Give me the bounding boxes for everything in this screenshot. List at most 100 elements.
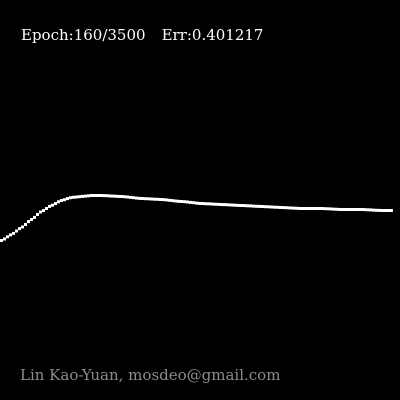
curve-point (237, 203, 240, 207)
curve-point (195, 201, 198, 205)
curve-point (54, 202, 57, 206)
curve-point (318, 207, 321, 210)
epoch-counter: Epoch:160/3500 (21, 26, 146, 44)
curve-point (390, 209, 393, 212)
curve-point (339, 208, 342, 211)
curve-point (36, 213, 39, 216)
curve-point (288, 206, 291, 210)
curve-point (249, 204, 252, 208)
curve-point (363, 208, 366, 212)
curve-point (273, 205, 276, 209)
curve-point (42, 209, 45, 213)
curve-point (201, 202, 204, 205)
curve-point (240, 204, 243, 207)
curve-point (279, 206, 282, 209)
curve-point (204, 202, 207, 206)
curve-point (150, 197, 153, 201)
curve-point (174, 199, 177, 203)
curve-point (126, 195, 129, 199)
curve-point (387, 209, 390, 212)
curve-point (117, 194, 120, 198)
curve-point (66, 197, 69, 201)
curve-point (45, 207, 48, 210)
curve-point (321, 207, 324, 210)
curve-point (333, 207, 336, 211)
curve-point (78, 195, 81, 199)
curve-point (138, 196, 141, 200)
curve-point (162, 198, 165, 202)
curve-point (300, 207, 303, 210)
curve-point (252, 204, 255, 208)
curve-point (276, 205, 279, 209)
curve-point (27, 220, 30, 224)
curve-point (354, 208, 357, 211)
curve-point (222, 203, 225, 207)
curve-point (63, 198, 66, 202)
curve-point (267, 205, 270, 209)
curve-point (165, 198, 168, 202)
curve-point (348, 208, 351, 211)
curve-point (294, 206, 297, 210)
curve-point (372, 208, 375, 212)
curve-point (186, 200, 189, 204)
curve-point (270, 205, 273, 209)
curve-point (48, 204, 51, 208)
curve-point (135, 196, 138, 200)
curve-point (0, 239, 3, 242)
curve-point (258, 204, 261, 208)
curve-point (21, 225, 24, 229)
error-value: Err:0.401217 (161, 26, 264, 44)
curve-point (156, 197, 159, 201)
curve-point (264, 205, 267, 209)
curve-point (360, 208, 363, 211)
curve-point (324, 207, 327, 211)
curve-point (159, 198, 162, 201)
curve-point (171, 199, 174, 203)
curve-point (291, 206, 294, 210)
curve-point (69, 196, 72, 200)
curve-point (366, 208, 369, 212)
curve-point (213, 202, 216, 206)
curve-point (243, 204, 246, 208)
curve-point (285, 206, 288, 210)
curve-point (129, 195, 132, 199)
curve-point (3, 237, 6, 241)
curve-point (90, 194, 93, 197)
curve-point (96, 194, 99, 197)
curve-point (102, 194, 105, 198)
curve-point (330, 207, 333, 211)
curve-point (381, 209, 384, 212)
curve-point (108, 194, 111, 198)
curve-point (384, 209, 387, 212)
curve-point (282, 206, 285, 210)
curve-point (132, 196, 135, 200)
curve-point (255, 204, 258, 208)
curve-point (33, 215, 36, 219)
curve-point (306, 207, 309, 210)
curve-point (345, 208, 348, 211)
curve-point (246, 204, 249, 208)
curve-point (180, 200, 183, 203)
curve-point (84, 194, 87, 198)
curve-point (147, 197, 150, 201)
curve-point (177, 199, 180, 203)
curve-point (24, 223, 27, 226)
curve-point (153, 197, 156, 201)
curve-point (297, 206, 300, 210)
curve-point (105, 194, 108, 198)
curve-point (219, 203, 222, 206)
curve-point (120, 195, 123, 198)
curve-point (303, 207, 306, 210)
curve-point (168, 198, 171, 202)
curve-point (225, 203, 228, 207)
curve-point (312, 207, 315, 210)
curve-point (315, 207, 318, 210)
curve-point (15, 229, 18, 233)
curve-point (114, 194, 117, 198)
curve-point (357, 208, 360, 211)
curve-point (231, 203, 234, 207)
curve-point (309, 207, 312, 210)
curve-point (183, 200, 186, 204)
